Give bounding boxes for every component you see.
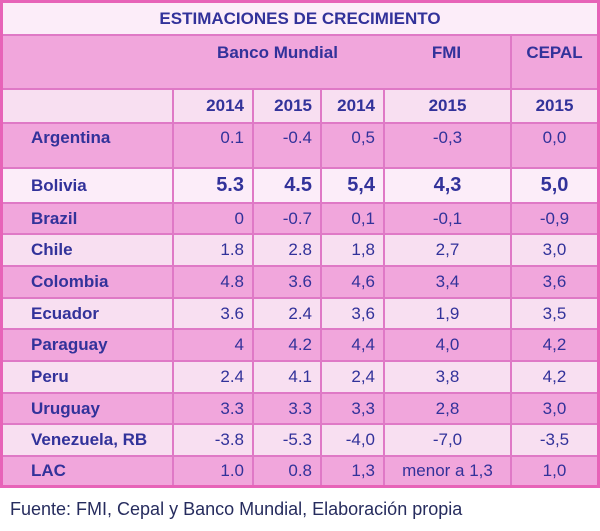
- value-cell: 4,0: [383, 330, 510, 360]
- value-cell: -0,9: [510, 204, 597, 233]
- country-cell: Bolivia: [31, 175, 87, 195]
- country-cell: Colombia: [31, 272, 109, 291]
- value-cell: 1,3: [320, 457, 383, 485]
- value-cell: 3,5: [510, 299, 597, 328]
- year-header-cell: 2015: [252, 90, 320, 122]
- value-cell: 3.6: [252, 267, 320, 297]
- country-cell: Paraguay: [31, 335, 108, 354]
- table-row-uruguay: Uruguay 3.3 3.3 3,3 2,8 3,0: [3, 392, 597, 423]
- header-group-banco-mundial: Banco Mundial: [217, 43, 338, 62]
- year-header-cell: 2015: [383, 90, 510, 122]
- value-cell: 3,6: [320, 299, 383, 328]
- value-cell: 2,4: [320, 362, 383, 392]
- value-cell: 3,3: [320, 394, 383, 423]
- value-cell: 3,0: [510, 235, 597, 265]
- value-cell: 4.1: [252, 362, 320, 392]
- table-row-venezuela: Venezuela, RB -3.8 -5.3 -4,0 -7,0 -3,5: [3, 423, 597, 455]
- value-cell: 3,8: [383, 362, 510, 392]
- value-cell: 5.3: [172, 169, 252, 202]
- value-cell: 4.2: [252, 330, 320, 360]
- value-cell: 4,2: [510, 362, 597, 392]
- value-cell: 4.5: [252, 169, 320, 202]
- title-row: ESTIMACIONES DE CRECIMIENTO: [3, 3, 597, 34]
- table-row-argentina: Argentina 0.1 -0.4 0,5 -0,3 0,0: [3, 122, 597, 167]
- country-cell: Chile: [31, 240, 73, 259]
- header-group-cepal: CEPAL: [510, 36, 597, 88]
- source-note: Fuente: FMI, Cepal y Banco Mundial, Elab…: [0, 488, 600, 531]
- country-cell: Peru: [31, 367, 69, 386]
- value-cell: 5,4: [320, 169, 383, 202]
- table-row-peru: Peru 2.4 4.1 2,4 3,8 4,2: [3, 360, 597, 392]
- table-row-lac: LAC 1.0 0.8 1,3 menor a 1,3 1,0: [3, 455, 597, 485]
- institution-header-row: Banco Mundial FMI CEPAL: [3, 34, 597, 88]
- value-cell: -0,1: [383, 204, 510, 233]
- country-cell: Brazil: [31, 208, 78, 228]
- table-row-colombia: Colombia 4.8 3.6 4,6 3,4 3,6: [3, 265, 597, 297]
- year-header-cell: 2014: [172, 90, 252, 122]
- value-cell: 1,0: [510, 457, 597, 485]
- value-cell: 1.0: [172, 457, 252, 485]
- value-cell: 3,0: [510, 394, 597, 423]
- value-cell: 2,8: [383, 394, 510, 423]
- table-title: ESTIMACIONES DE CRECIMIENTO: [159, 8, 441, 28]
- value-cell: -0.4: [252, 124, 320, 167]
- table-row-bolivia: Bolivia 5.3 4.5 5,4 4,3 5,0: [3, 167, 597, 202]
- value-cell: -4,0: [320, 425, 383, 455]
- value-cell: 2.4: [252, 299, 320, 328]
- value-cell: 3.3: [172, 394, 252, 423]
- year-header-row: 2014 2015 2014 2015 2015: [3, 88, 597, 122]
- value-cell: 0.1: [172, 124, 252, 167]
- value-cell: 2.8: [252, 235, 320, 265]
- value-cell: 0: [172, 204, 252, 233]
- value-cell: -0,3: [383, 124, 510, 167]
- country-cell: LAC: [31, 461, 66, 480]
- year-header-cell: 2015: [510, 90, 597, 122]
- value-cell: -7,0: [383, 425, 510, 455]
- value-cell: 0,1: [320, 204, 383, 233]
- value-cell: 4,6: [320, 267, 383, 297]
- header-group-fmi: FMI: [431, 43, 462, 62]
- table-row-brazil: Brazil 0 -0.7 0,1 -0,1 -0,9: [3, 202, 597, 233]
- country-cell: Argentina: [31, 128, 111, 147]
- value-cell: -3,5: [510, 425, 597, 455]
- value-cell: -5.3: [252, 425, 320, 455]
- value-cell: 4: [172, 330, 252, 360]
- value-cell: 1.8: [172, 235, 252, 265]
- value-cell: 1,8: [320, 235, 383, 265]
- value-cell: 3.6: [172, 299, 252, 328]
- value-cell: 3,6: [510, 267, 597, 297]
- value-cell: 5,0: [510, 169, 597, 202]
- table-row-ecuador: Ecuador 3.6 2.4 3,6 1,9 3,5: [3, 297, 597, 328]
- country-cell: Venezuela, RB: [31, 430, 148, 449]
- value-cell: 3,4: [383, 267, 510, 297]
- country-cell: Ecuador: [31, 303, 100, 323]
- value-cell: -0.7: [252, 204, 320, 233]
- table-row-chile: Chile 1.8 2.8 1,8 2,7 3,0: [3, 233, 597, 265]
- year-header-empty: [3, 90, 172, 122]
- country-cell: Uruguay: [31, 398, 100, 418]
- value-cell: 2,7: [383, 235, 510, 265]
- value-cell: -3.8: [172, 425, 252, 455]
- table-row-paraguay: Paraguay 4 4.2 4,4 4,0 4,2: [3, 328, 597, 360]
- value-cell: 4.8: [172, 267, 252, 297]
- year-header-cell: 2014: [320, 90, 383, 122]
- value-cell: 0,5: [320, 124, 383, 167]
- value-cell: 1,9: [383, 299, 510, 328]
- value-cell: 0.8: [252, 457, 320, 485]
- value-cell: 4,3: [383, 169, 510, 202]
- value-cell: 4,4: [320, 330, 383, 360]
- value-cell: 2.4: [172, 362, 252, 392]
- growth-estimates-table: ESTIMACIONES DE CRECIMIENTO Banco Mundia…: [0, 0, 600, 488]
- value-cell: menor a 1,3: [383, 457, 510, 485]
- value-cell: 0,0: [510, 124, 597, 167]
- value-cell: 4,2: [510, 330, 597, 360]
- value-cell: 3.3: [252, 394, 320, 423]
